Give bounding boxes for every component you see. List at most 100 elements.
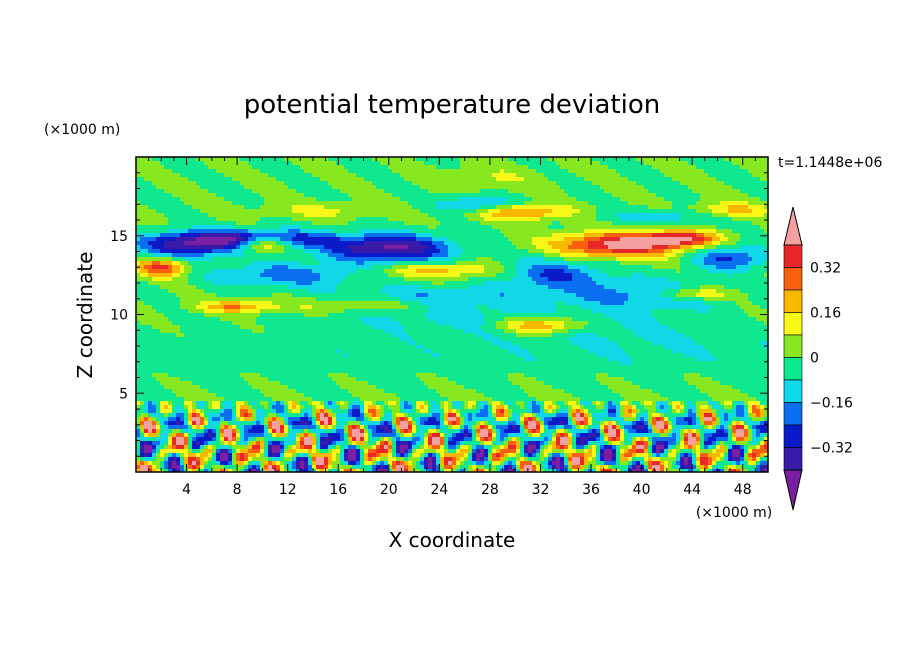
field-cell <box>152 265 157 270</box>
field-cell <box>740 217 745 222</box>
field-cell <box>160 169 165 174</box>
field-cell <box>232 273 237 278</box>
field-cell <box>620 225 625 230</box>
field-cell <box>196 169 201 174</box>
field-cell <box>732 221 737 226</box>
field-cell <box>224 269 229 274</box>
field-cell <box>332 241 337 246</box>
field-cell <box>364 229 369 234</box>
field-cell <box>204 273 209 278</box>
field-cell <box>468 217 473 222</box>
field-cell <box>188 253 193 258</box>
field-cell <box>180 209 185 214</box>
field-cell <box>272 213 277 218</box>
field-cell <box>260 261 265 266</box>
field-cell <box>480 265 485 270</box>
field-cell <box>176 189 181 194</box>
field-cell <box>464 201 469 206</box>
field-cell <box>500 261 505 266</box>
field-cell <box>360 249 365 254</box>
field-cell <box>340 253 345 258</box>
field-cell <box>220 269 225 274</box>
field-cell <box>432 221 437 226</box>
field-cell <box>416 225 421 230</box>
field-cell <box>176 209 181 214</box>
field-cell <box>560 217 565 222</box>
field-cell <box>632 237 637 242</box>
field-cell <box>448 277 453 282</box>
field-cell <box>300 265 305 270</box>
field-cell <box>400 225 405 230</box>
field-cell <box>676 265 681 270</box>
field-cell <box>484 277 489 282</box>
field-cell <box>524 273 529 278</box>
field-cell <box>716 185 721 190</box>
field-cell <box>388 173 393 178</box>
field-cell <box>284 233 289 238</box>
field-cell <box>704 237 709 242</box>
field-cell <box>440 229 445 234</box>
field-cell <box>232 161 237 166</box>
field-cell <box>616 237 621 242</box>
field-cell <box>688 261 693 266</box>
field-cell <box>720 261 725 266</box>
field-cell <box>552 173 557 178</box>
field-cell <box>396 249 401 254</box>
field-cell <box>700 189 705 194</box>
field-cell <box>740 181 745 186</box>
field-cell <box>156 213 161 218</box>
field-cell <box>436 245 441 250</box>
field-cell <box>220 209 225 214</box>
field-cell <box>304 277 309 282</box>
field-cell <box>152 181 157 186</box>
field-cell <box>392 209 397 214</box>
field-cell <box>576 257 581 262</box>
field-cell <box>272 233 277 238</box>
field-cell <box>140 189 145 194</box>
field-cell <box>232 213 237 218</box>
field-cell <box>240 261 245 266</box>
field-cell <box>240 169 245 174</box>
field-cell <box>592 213 597 218</box>
field-cell <box>452 213 457 218</box>
field-cell <box>748 165 753 170</box>
field-cell <box>352 237 357 242</box>
field-cell <box>620 177 625 182</box>
field-cell <box>760 241 765 246</box>
field-cell <box>724 241 729 246</box>
field-cell <box>404 181 409 186</box>
field-cell <box>528 253 533 258</box>
field-cell <box>228 161 233 166</box>
field-cell <box>272 273 277 278</box>
field-cell <box>404 273 409 278</box>
field-cell <box>504 249 509 254</box>
field-cell <box>448 161 453 166</box>
field-cell <box>364 265 369 270</box>
field-cell <box>168 213 173 218</box>
field-cell <box>496 225 501 230</box>
field-cell <box>576 177 581 182</box>
field-cell <box>204 185 209 190</box>
field-cell <box>432 277 437 282</box>
field-cell <box>276 197 281 202</box>
field-cell <box>476 209 481 214</box>
field-cell <box>224 201 229 206</box>
field-cell <box>224 165 229 170</box>
field-cell <box>612 181 617 186</box>
field-cell <box>172 249 177 254</box>
field-cell <box>232 217 237 222</box>
field-cell <box>260 165 265 170</box>
field-cell <box>560 221 565 226</box>
field-cell <box>492 205 497 210</box>
field-cell <box>608 257 613 262</box>
field-cell <box>652 233 657 238</box>
field-cell <box>360 229 365 234</box>
field-cell <box>568 173 573 178</box>
field-cell <box>144 185 149 190</box>
field-cell <box>732 241 737 246</box>
field-cell <box>180 161 185 166</box>
field-cell <box>480 225 485 230</box>
field-cell <box>568 221 573 226</box>
field-cell <box>588 197 593 202</box>
field-cell <box>692 197 697 202</box>
